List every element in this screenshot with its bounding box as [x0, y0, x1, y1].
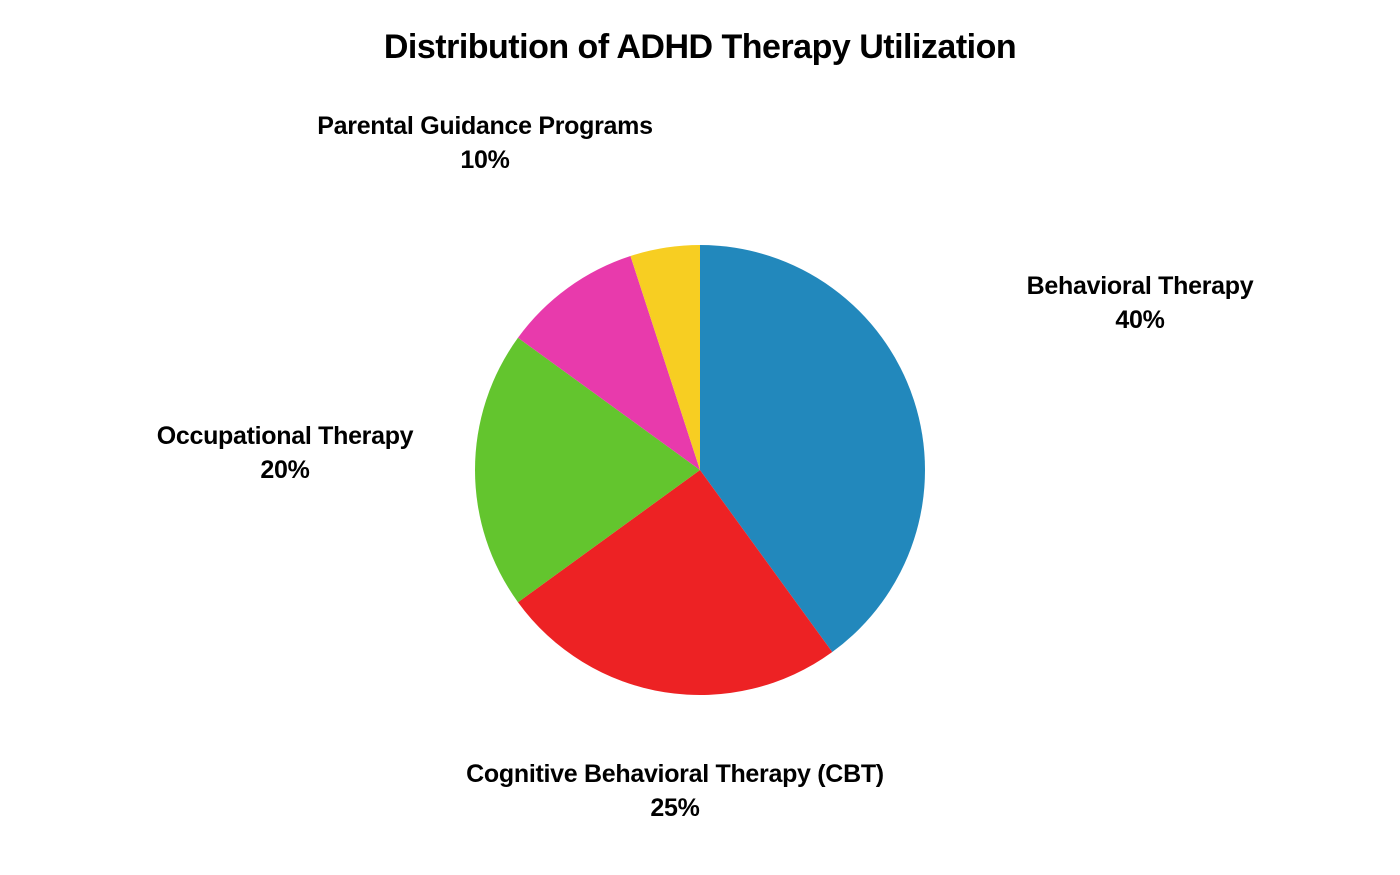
slice-label-pct: 20%	[260, 456, 309, 484]
slice-label-pct: 25%	[650, 794, 699, 822]
slice-label-text: Behavioral Therapy	[1027, 272, 1254, 300]
slice-label-pct: 40%	[1115, 306, 1164, 334]
slice-label-cbt: Cognitive Behavioral Therapy (CBT) 25%	[360, 758, 990, 826]
slice-label-text: Parental Guidance Programs	[317, 112, 652, 140]
slice-label-pct: 10%	[460, 146, 509, 174]
slice-label-text: Cognitive Behavioral Therapy (CBT)	[466, 760, 884, 788]
slice-label-occupational: Occupational Therapy 20%	[120, 420, 450, 488]
slice-label-parental: Parental Guidance Programs 10%	[260, 110, 710, 178]
slice-label-behavioral: Behavioral Therapy 40%	[980, 270, 1300, 338]
slice-label-text: Occupational Therapy	[157, 422, 414, 450]
